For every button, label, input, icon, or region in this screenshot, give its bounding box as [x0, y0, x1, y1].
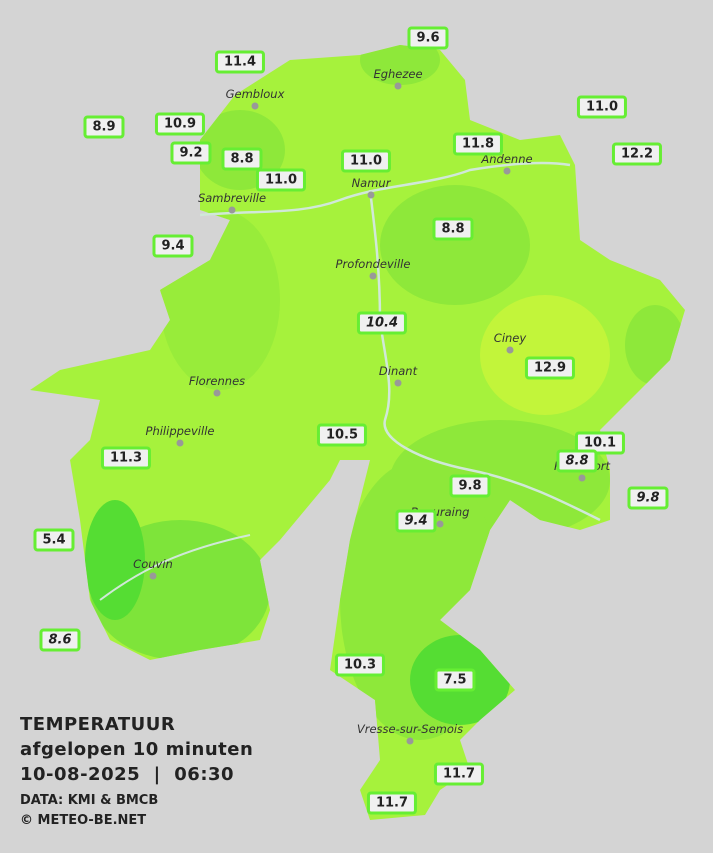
station-reading: 7.5 [434, 668, 476, 692]
station-reading: 10.1 [574, 431, 626, 455]
station-reading: 12.9 [524, 356, 576, 380]
place-dot [176, 439, 184, 447]
legend-source: DATA: KMI & BMCB [20, 793, 159, 808]
station-reading: 12.2 [611, 142, 663, 166]
place-name: Couvin [133, 557, 173, 571]
place-dot [406, 737, 414, 745]
place-dot [369, 272, 377, 280]
place-dot [436, 520, 444, 528]
place-dot [394, 379, 402, 387]
station-reading: 11.0 [340, 149, 392, 173]
station-reading: 8.6 [39, 628, 81, 652]
river-meuse-lesse [368, 189, 601, 522]
station-reading: 8.8 [221, 147, 263, 171]
place-dot [394, 82, 402, 90]
station-reading: 10.4 [356, 311, 408, 335]
place-name: Gembloux [226, 87, 285, 101]
station-reading: 11.8 [452, 132, 504, 156]
place-name: Andenne [480, 152, 532, 166]
station-reading: 9.4 [152, 234, 194, 258]
station-reading: 11.0 [576, 95, 628, 119]
station-reading: 10.9 [154, 112, 206, 136]
river-viroin [99, 534, 251, 601]
place-name: Florennes [189, 374, 245, 388]
place-dot [213, 389, 221, 397]
place-dot [578, 474, 586, 482]
legend-credit: © METEO-BE.NET [20, 813, 147, 828]
place-name: Sambreville [198, 191, 266, 205]
station-reading: 9.8 [449, 474, 491, 498]
place-name: Philippeville [146, 424, 215, 438]
station-reading: 9.8 [627, 486, 669, 510]
place-dot [503, 167, 511, 175]
place-name: Dinant [379, 364, 418, 378]
legend: TEMPERATUUR afgelopen 10 minuten 10-08-2… [20, 712, 253, 831]
station-reading: 9.4 [395, 509, 437, 533]
station-reading: 11.3 [100, 446, 152, 470]
station-reading: 8.8 [556, 449, 598, 473]
place-name: Profondeville [336, 257, 411, 271]
place-dot [367, 191, 375, 199]
legend-title: TEMPERATUUR [20, 714, 176, 735]
legend-subtitle: afgelopen 10 minuten [20, 739, 254, 760]
place-dot [149, 572, 157, 580]
station-reading: 8.8 [432, 217, 474, 241]
places: Eghezee Gembloux Andenne Namur Sambreville Pr… [133, 67, 611, 745]
place-name: Eghezee [373, 67, 422, 81]
station-reading: 11.0 [255, 168, 307, 192]
river-sambre-meuse [199, 161, 571, 217]
station-reading: 11.4 [214, 50, 266, 74]
station-reading: 11.7 [366, 791, 418, 815]
place-dot [251, 102, 259, 110]
place-name: Vresse-sur-Semois [357, 722, 463, 736]
station-reading: 10.3 [334, 653, 386, 677]
station-reading: 5.4 [33, 528, 75, 552]
station-reading: 11.7 [433, 762, 485, 786]
station-reading: 8.9 [83, 115, 125, 139]
place-dot [228, 206, 236, 214]
station-reading: 9.6 [407, 26, 449, 50]
place-name: Namur [352, 176, 392, 190]
station-reading: 10.5 [316, 423, 368, 447]
place-dot [506, 346, 514, 354]
place-name: Ciney [494, 331, 527, 345]
legend-datetime: 10-08-2025 | 06:30 [20, 764, 235, 785]
station-reading: 9.2 [170, 141, 212, 165]
